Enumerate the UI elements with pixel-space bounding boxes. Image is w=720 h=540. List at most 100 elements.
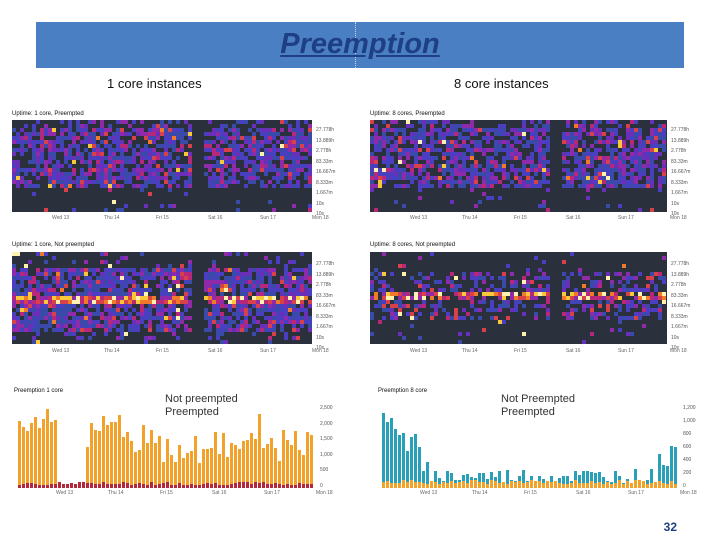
heatmap-cell	[390, 172, 394, 176]
heatmap-cell	[402, 264, 406, 268]
bar-stack	[402, 480, 405, 488]
heatmap-cell	[522, 332, 526, 336]
bar-stack	[218, 484, 221, 488]
heatmap-cell	[52, 292, 56, 296]
heatmap-cell	[614, 180, 618, 184]
axis-tick-label: 83.33m	[316, 158, 333, 165]
heatmap-cell	[562, 272, 566, 276]
heatmap-cell	[24, 300, 28, 304]
heatmap-cell	[188, 152, 192, 156]
heatmap-cell	[76, 120, 80, 124]
heatmap-cell	[40, 128, 44, 132]
heatmap-cell	[76, 144, 80, 148]
heatmap-cell	[84, 160, 88, 164]
heatmap-cell	[382, 156, 386, 160]
heatmap-cell	[92, 300, 96, 304]
heatmap-cell	[370, 160, 374, 164]
heatmap-cell	[80, 292, 84, 296]
heatmap-cell	[514, 304, 518, 308]
heatmap-cell	[68, 180, 72, 184]
heatmap-cell	[12, 328, 16, 332]
heatmap-cell	[662, 296, 666, 300]
heatmap-cell	[124, 132, 128, 136]
heatmap-cell	[642, 144, 646, 148]
heatmap-cell	[184, 168, 188, 172]
heatmap-cell	[374, 164, 378, 168]
heatmap-cell	[88, 296, 92, 300]
heatmap-cell	[32, 336, 36, 340]
heatmap-cell	[88, 136, 92, 140]
heatmap-cell	[120, 156, 124, 160]
heatmap-cell	[630, 160, 634, 164]
heatmap-cell	[382, 172, 386, 176]
heatmap-cell	[220, 292, 224, 296]
heatmap-cell	[602, 160, 606, 164]
heatmap-cell	[148, 272, 152, 276]
heatmap-cell	[32, 324, 36, 328]
heatmap-cell	[654, 272, 658, 276]
heatmap-cell	[304, 172, 308, 176]
heatmap-cell	[606, 140, 610, 144]
heatmap-cell	[542, 156, 546, 160]
heatmap-cell	[16, 308, 20, 312]
heatmap-cell	[574, 172, 578, 176]
bar-stack	[510, 480, 513, 488]
heatmap-cell	[438, 184, 442, 188]
heatmap-cell	[462, 308, 466, 312]
heatmap-cell	[268, 164, 272, 168]
heatmap-cell	[590, 284, 594, 288]
heatmap-cell	[116, 140, 120, 144]
heatmap-cell	[590, 292, 594, 296]
heatmap-cell	[204, 316, 208, 320]
heatmap-cell	[252, 160, 256, 164]
heatmap-cell	[586, 160, 590, 164]
heatmap-cell	[450, 172, 454, 176]
heatmap-cell	[442, 136, 446, 140]
heatmap-cell	[56, 180, 60, 184]
bar	[566, 475, 569, 488]
heatmap-cell	[104, 176, 108, 180]
heatmap-cell	[232, 280, 236, 284]
heatmap-cell	[570, 184, 574, 188]
heatmap-cell	[642, 296, 646, 300]
heatmap-cell	[634, 168, 638, 172]
heatmap-cell	[176, 308, 180, 312]
heatmap-cell	[140, 188, 144, 192]
heatmap-cell	[80, 336, 84, 340]
heatmap-cell	[638, 128, 642, 132]
heatmap-cell	[180, 132, 184, 136]
heatmap-cell	[116, 260, 120, 264]
heatmap-cell	[422, 120, 426, 124]
heatmap-cell	[204, 276, 208, 280]
heatmap-cell	[140, 308, 144, 312]
bar	[194, 436, 197, 488]
heatmap-cell	[562, 260, 566, 264]
heatmap-cell	[622, 172, 626, 176]
heatmap-cell	[56, 304, 60, 308]
bar-stack	[518, 481, 521, 488]
heatmap-cell	[390, 292, 394, 296]
heatmap-cell	[124, 316, 128, 320]
heatmap-cell	[228, 308, 232, 312]
heatmap-cell	[590, 164, 594, 168]
heatmap-cell	[374, 132, 378, 136]
heatmap-cell	[410, 172, 414, 176]
heatmap-cell	[610, 296, 614, 300]
bar	[230, 442, 233, 488]
heatmap-cell	[650, 296, 654, 300]
heatmap-cell	[546, 144, 550, 148]
heatmap-cell	[538, 268, 542, 272]
heatmap-cell	[172, 148, 176, 152]
heatmap-cell	[240, 280, 244, 284]
bar-stack	[422, 483, 425, 488]
heatmap-cell	[296, 268, 300, 272]
heatmap-cell	[32, 192, 36, 196]
heatmap-cell	[308, 168, 312, 172]
heatmap-cell	[80, 272, 84, 276]
heatmap-cell	[128, 268, 132, 272]
heatmap-cell	[276, 260, 280, 264]
heatmap-cell	[546, 208, 550, 212]
heatmap-cell	[390, 136, 394, 140]
heatmap-cell	[654, 284, 658, 288]
heatmap-cell	[160, 168, 164, 172]
